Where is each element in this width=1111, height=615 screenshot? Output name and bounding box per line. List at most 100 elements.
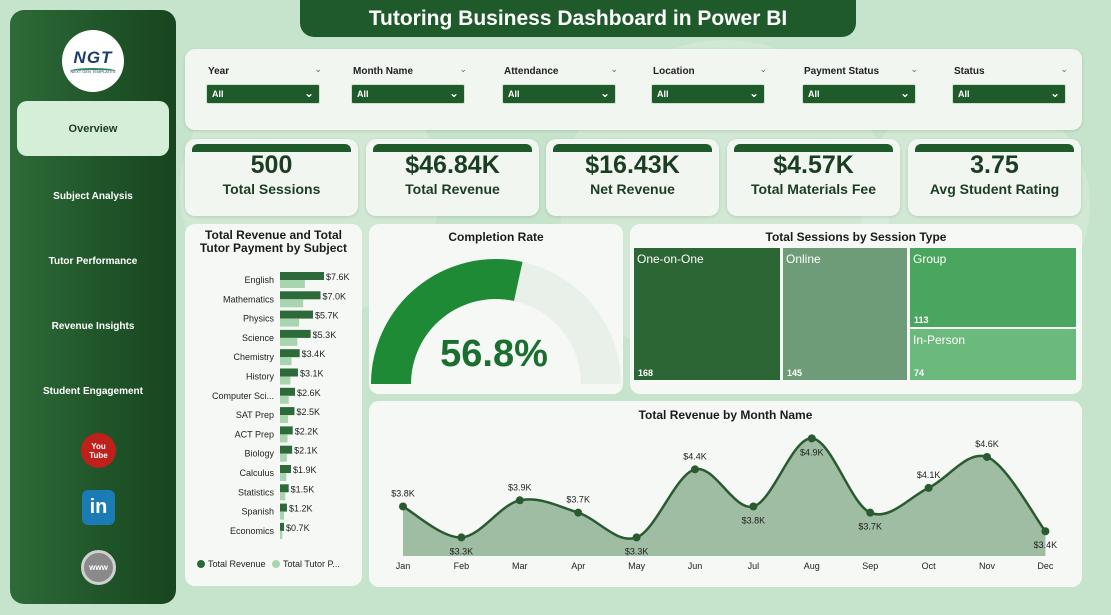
revenue-bar: [280, 445, 293, 454]
filter-dropdown[interactable]: All ⌄: [952, 84, 1066, 104]
tutor-payment-bar: [280, 376, 291, 385]
kpi-card: 500 Total Sessions: [185, 139, 358, 216]
filter-value: All: [508, 89, 520, 99]
completion-rate-gauge: [371, 258, 621, 384]
gauge-fill: [371, 258, 523, 384]
nav-student-engagement[interactable]: Student Engagement: [42, 386, 143, 397]
sessions-by-type-panel: Total Sessions by Session Type One-on-On…: [630, 224, 1082, 394]
revenue-by-subject-chart: English $7.6K Mathematics $7.0K Physics $5.7K…: [197, 272, 350, 569]
tutor-payment-bar: [280, 473, 287, 481]
data-label: $2.6K: [297, 388, 321, 398]
chevron-down-icon[interactable]: ⌄: [610, 64, 618, 74]
filter-dropdown[interactable]: All ⌄: [351, 84, 465, 104]
linkedin-icon[interactable]: in: [82, 490, 115, 525]
revenue-bar: [280, 329, 311, 338]
kpi-label: Total Sessions: [222, 181, 321, 197]
data-point: [924, 483, 933, 492]
treemap-tile[interactable]: One-on-One 168: [634, 248, 780, 380]
category-label: Spanish: [241, 507, 274, 517]
chevron-down-icon[interactable]: ⌄: [910, 64, 918, 74]
kpi-label: Total Revenue: [405, 181, 500, 197]
data-point: [1041, 527, 1050, 536]
dropdown-arrow-icon: ⌄: [448, 86, 459, 100]
revenue-bar: [280, 310, 313, 319]
filter-dropdown[interactable]: All ⌄: [802, 84, 916, 104]
revenue-bar: [280, 291, 321, 300]
nav-tutor-performance[interactable]: Tutor Performance: [48, 256, 138, 267]
data-point: [866, 508, 875, 517]
youtube-icon[interactable]: You Tube: [81, 433, 116, 468]
data-label: $7.6K: [326, 272, 350, 282]
data-label: $0.7K: [286, 523, 310, 533]
dashboard-title-bar: Tutoring Business Dashboard in Power BI: [300, 0, 856, 37]
data-point: [983, 452, 991, 461]
data-label: $3.7K: [566, 495, 590, 505]
dropdown-arrow-icon: ⌄: [899, 86, 910, 100]
data-label: $3.8K: [742, 515, 766, 525]
tutor-payment-bar: [280, 511, 285, 520]
kpi-card: $4.57K Total Materials Fee: [727, 139, 900, 216]
revenue-bar: [280, 272, 324, 280]
filter-value: All: [357, 89, 369, 99]
nav-subject-analysis[interactable]: Subject Analysis: [53, 191, 133, 202]
kpi-label: Net Revenue: [590, 181, 675, 197]
data-label: $4.9K: [800, 447, 824, 457]
website-icon[interactable]: www: [81, 550, 116, 585]
month-label: Feb: [454, 561, 470, 571]
month-label: Apr: [571, 561, 585, 571]
data-point: [632, 533, 641, 542]
category-label: SAT Prep: [236, 410, 274, 420]
kpi-value: 500: [250, 151, 293, 179]
tile-label: In-Person: [913, 333, 966, 347]
treemap-tile[interactable]: In-Person 74: [910, 329, 1076, 380]
chevron-down-icon[interactable]: ⌄: [1060, 64, 1068, 74]
filter-dropdown[interactable]: All ⌄: [502, 84, 616, 104]
month-label: Jun: [688, 561, 703, 571]
kpi-label: Avg Student Rating: [929, 181, 1060, 197]
kpi-accent: [373, 144, 532, 152]
data-point: [457, 533, 466, 542]
tile-label: Online: [786, 252, 821, 266]
revenue-bar: [280, 407, 295, 416]
area-fill: [403, 438, 1046, 556]
legend-marker: [272, 560, 280, 568]
category-label: Science: [242, 333, 274, 343]
revenue-bar: [280, 349, 300, 358]
kpi-card: $16.43K Net Revenue: [546, 139, 719, 216]
revenue-bar: [280, 484, 289, 493]
tutor-payment-bar: [280, 280, 305, 288]
data-label: $3.7K: [858, 522, 882, 532]
data-label: $1.2K: [289, 504, 313, 514]
filter-value: All: [958, 89, 970, 99]
kpi-card: $46.84K Total Revenue: [366, 139, 539, 216]
tutor-payment-bar: [280, 453, 287, 462]
category-label: English: [244, 275, 274, 285]
category-label: Chemistry: [233, 352, 274, 362]
nav-overview[interactable]: Overview: [17, 101, 169, 156]
chevron-down-icon[interactable]: ⌄: [759, 64, 767, 74]
nav-revenue-insights[interactable]: Revenue Insights: [51, 321, 135, 332]
data-label: $3.1K: [300, 369, 324, 379]
filter-dropdown[interactable]: All ⌄: [206, 84, 320, 104]
tutor-payment-bar: [280, 492, 286, 501]
kpi-accent: [553, 144, 712, 152]
month-label: Jan: [396, 561, 411, 571]
treemap-tile[interactable]: Group 113: [910, 248, 1076, 327]
filter-dropdown[interactable]: All ⌄: [651, 84, 765, 104]
month-label: May: [628, 561, 646, 571]
tile-value: 74: [914, 368, 925, 378]
kpi-label: Total Materials Fee: [750, 181, 876, 197]
data-label: $2.1K: [294, 446, 318, 456]
chevron-down-icon[interactable]: ⌄: [314, 64, 322, 74]
kpi-value: $46.84K: [405, 151, 500, 179]
tile-label: Group: [913, 252, 947, 266]
month-label: Dec: [1037, 561, 1054, 571]
data-label: $4.1K: [917, 470, 941, 480]
chevron-down-icon[interactable]: ⌄: [459, 64, 467, 74]
kpi-card: 3.75 Avg Student Rating: [908, 139, 1081, 216]
category-label: History: [246, 372, 275, 382]
tutor-payment-bar: [280, 434, 288, 443]
treemap-tile[interactable]: Online 145: [783, 248, 907, 380]
tutor-payment-bar: [280, 337, 298, 346]
filter-label: Attendance: [504, 66, 559, 77]
